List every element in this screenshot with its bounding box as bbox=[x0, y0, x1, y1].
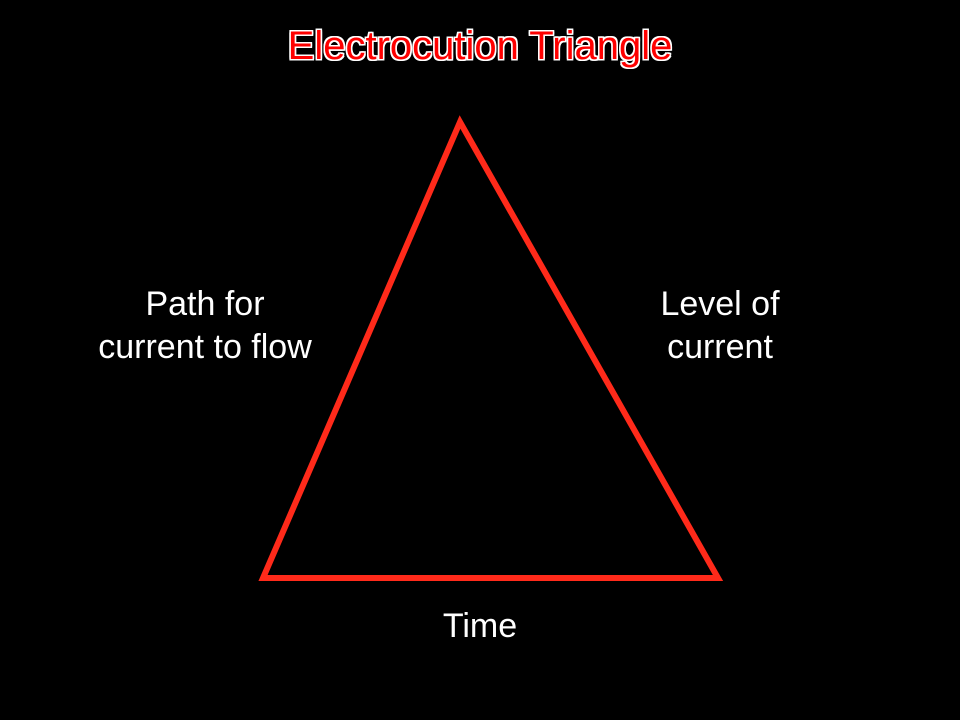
label-right-side: Level of current bbox=[615, 283, 825, 368]
label-bottom-side: Time bbox=[0, 605, 960, 648]
label-left-side: Path for current to flow bbox=[75, 283, 335, 368]
